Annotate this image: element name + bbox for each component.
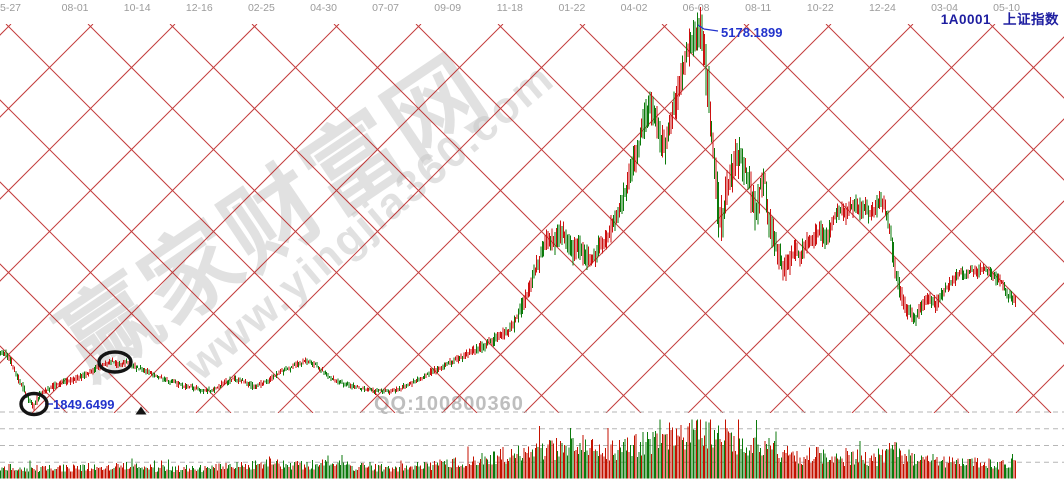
x-axis-date: 01-22 bbox=[558, 2, 586, 14]
x-axis-date: 08-01 bbox=[61, 2, 89, 14]
annotation-circle-low bbox=[19, 391, 49, 417]
x-axis-date: 06-08 bbox=[682, 2, 710, 14]
low-price-label: 1849.6499 bbox=[53, 397, 115, 412]
candles-up bbox=[4, 7, 1016, 411]
peak-price-label: 5178.1899 bbox=[721, 25, 783, 40]
x-axis-date: 07-07 bbox=[372, 2, 400, 14]
x-axis-date: 11-18 bbox=[496, 2, 523, 14]
symbol-name: 上证指数 bbox=[1003, 12, 1059, 27]
annotation-triangle-marker bbox=[135, 406, 147, 415]
symbol-code: 1A0001 bbox=[940, 12, 991, 27]
x-axis-date: 08-11 bbox=[745, 2, 772, 14]
x-axis-date: 5-27 bbox=[0, 2, 22, 14]
volume-bars-up bbox=[4, 419, 1016, 479]
x-axis-date: 12-16 bbox=[185, 2, 213, 14]
x-axis-date: 04-02 bbox=[620, 2, 648, 14]
volume-bars-down bbox=[0, 419, 1014, 479]
x-axis-date: 10-22 bbox=[806, 2, 834, 14]
x-axis-date: 09-09 bbox=[434, 2, 462, 14]
x-axis-date: 02-25 bbox=[247, 2, 275, 14]
symbol-title: 1A0001 上证指数 bbox=[941, 8, 1059, 28]
x-axis-date: 10-14 bbox=[123, 2, 151, 14]
candles-down bbox=[0, 12, 1014, 406]
x-axis-date: 12-24 bbox=[868, 2, 896, 14]
gann-grid-lines bbox=[0, 24, 1064, 413]
x-axis-date: 03-04 bbox=[931, 2, 958, 14]
x-axis-date: 04-30 bbox=[310, 2, 337, 14]
watermark-qq: QQ:100800360 bbox=[374, 393, 524, 415]
x-axis-date: 05-10 bbox=[993, 2, 1021, 14]
annotation-circle-crossing bbox=[97, 350, 133, 374]
peak-callout-line bbox=[697, 24, 719, 32]
